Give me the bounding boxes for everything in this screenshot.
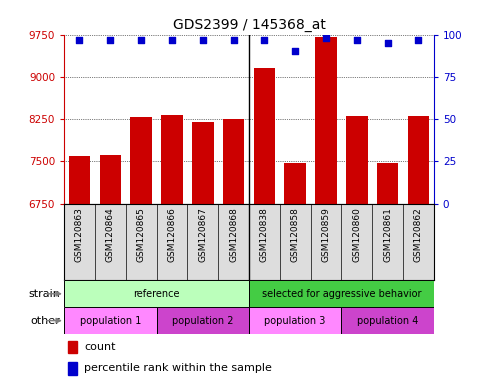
Text: population 2: population 2 [172,316,234,326]
Point [75,36,83,43]
Text: selected for aggressive behavior: selected for aggressive behavior [262,289,421,299]
Text: GSM120861: GSM120861 [383,207,392,262]
Text: GSM120863: GSM120863 [75,207,84,262]
Text: GSM120859: GSM120859 [321,207,330,262]
Text: reference: reference [133,289,180,299]
Point [199,36,207,43]
Bar [68,362,77,375]
Point [322,35,330,41]
Text: other: other [31,316,61,326]
Text: GSM120858: GSM120858 [291,207,300,262]
Text: population 4: population 4 [357,316,418,326]
Text: GSM120865: GSM120865 [137,207,145,262]
Point [106,36,114,43]
Point [168,36,176,43]
Bar [284,163,306,204]
Text: GSM120867: GSM120867 [198,207,207,262]
Point [260,36,268,43]
Text: percentile rank within the sample: percentile rank within the sample [84,363,272,373]
Bar [64,280,249,307]
Text: GSM120862: GSM120862 [414,207,423,262]
Text: GSM120868: GSM120868 [229,207,238,262]
Point [384,40,391,46]
Text: population 1: population 1 [80,316,141,326]
Text: strain: strain [29,289,61,299]
Bar [223,119,245,204]
Point [291,48,299,55]
Bar [130,118,152,204]
Bar [192,122,213,204]
Text: GSM120866: GSM120866 [168,207,176,262]
Point [137,36,145,43]
Bar [157,307,249,334]
Point [415,36,423,43]
Text: GSM120838: GSM120838 [260,207,269,262]
Bar [408,116,429,204]
Bar [69,156,90,204]
Text: population 3: population 3 [265,316,326,326]
Bar [161,115,183,204]
Title: GDS2399 / 145368_at: GDS2399 / 145368_at [173,18,325,32]
Point [230,36,238,43]
Bar [249,280,434,307]
Bar [346,116,368,204]
Text: GSM120864: GSM120864 [106,207,115,262]
Bar [68,341,77,353]
Point [353,36,361,43]
Bar [341,307,434,334]
Bar [249,307,341,334]
Bar [377,163,398,204]
Bar [64,307,157,334]
Bar [100,154,121,204]
Text: GSM120860: GSM120860 [352,207,361,262]
Text: count: count [84,342,116,352]
Bar [315,37,337,204]
Bar [253,68,275,204]
